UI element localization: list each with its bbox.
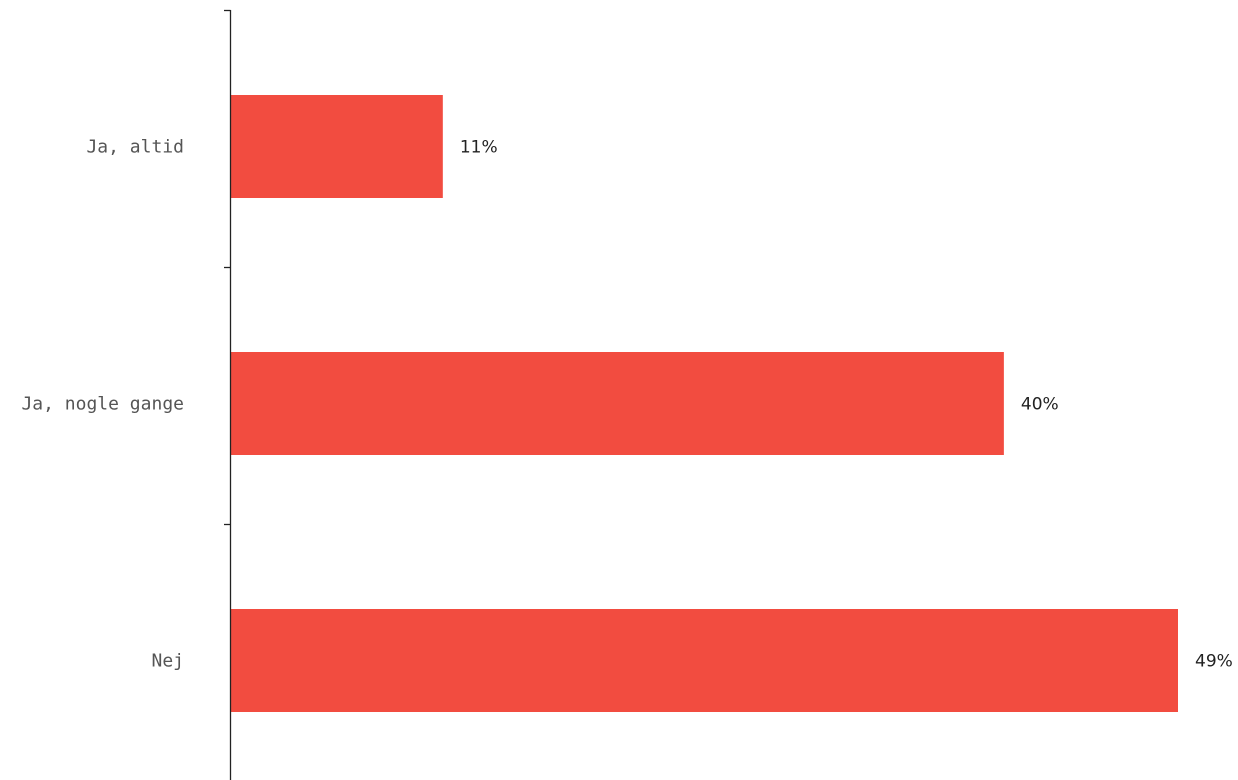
- category-label-1: Ja, nogle gange: [21, 394, 184, 415]
- y-axis: [224, 9, 232, 780]
- category-label-0: Ja, altid: [86, 137, 184, 158]
- labels-group: Ja, altid 11% Ja, nogle gange 40% Nej 49%: [21, 137, 1232, 672]
- value-label-0: 11%: [460, 138, 498, 158]
- bar-1: [230, 352, 1004, 455]
- bar-0: [230, 95, 443, 198]
- value-label-1: 40%: [1021, 395, 1059, 415]
- category-label-2: Nej: [151, 651, 184, 672]
- bar-2: [230, 609, 1178, 712]
- bars-group: [230, 95, 1178, 712]
- value-label-2: 49%: [1195, 652, 1233, 672]
